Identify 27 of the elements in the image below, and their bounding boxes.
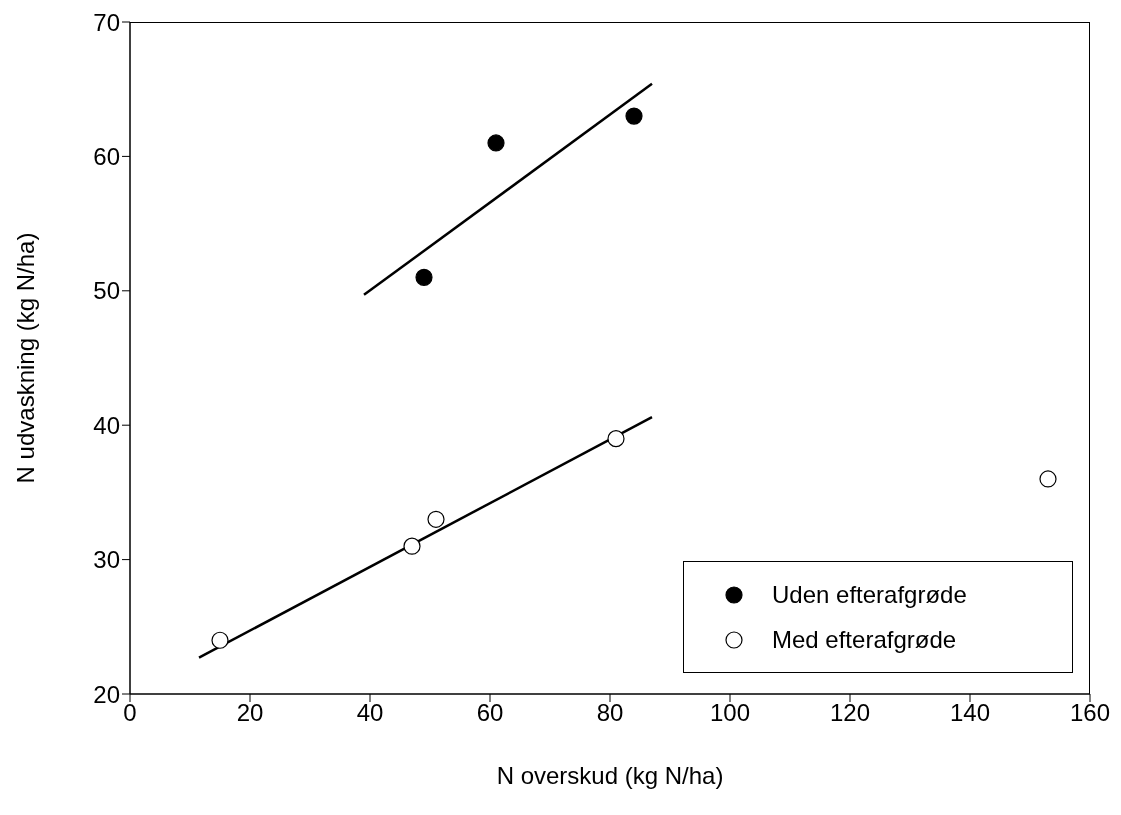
- x-axis-title: N overskud (kg N/ha): [496, 762, 724, 789]
- y-tick-label: 60: [93, 142, 120, 170]
- point: [487, 134, 505, 152]
- point: [211, 631, 229, 649]
- y-tick-label: 70: [93, 8, 120, 36]
- point: [403, 537, 421, 555]
- x-tick-label: 20: [236, 699, 264, 727]
- x-tick-label: 140: [949, 699, 991, 727]
- y-tick-label: 40: [93, 411, 120, 439]
- point: [625, 107, 643, 125]
- y-tick-label: 30: [93, 546, 120, 574]
- x-tick-label: 160: [1069, 699, 1111, 727]
- x-tick-label: 120: [829, 699, 871, 727]
- legend-label: Med efterafgrøde: [772, 625, 957, 654]
- y-axis-title: N udvaskning (kg N/ha): [11, 232, 39, 484]
- point: [415, 268, 433, 286]
- point: [1039, 470, 1057, 488]
- x-tick-label: 60: [476, 699, 504, 727]
- x-tick-label: 100: [709, 699, 751, 727]
- x-tick-label: 40: [356, 699, 384, 727]
- point: [607, 430, 625, 448]
- x-tick-label: 80: [596, 699, 624, 727]
- legend-label: Uden efterafgrøde: [772, 580, 967, 609]
- x-tick-label: 0: [123, 699, 137, 727]
- y-tick-label: 50: [93, 277, 120, 305]
- point: [427, 510, 445, 528]
- y-tick-label: 20: [93, 680, 120, 708]
